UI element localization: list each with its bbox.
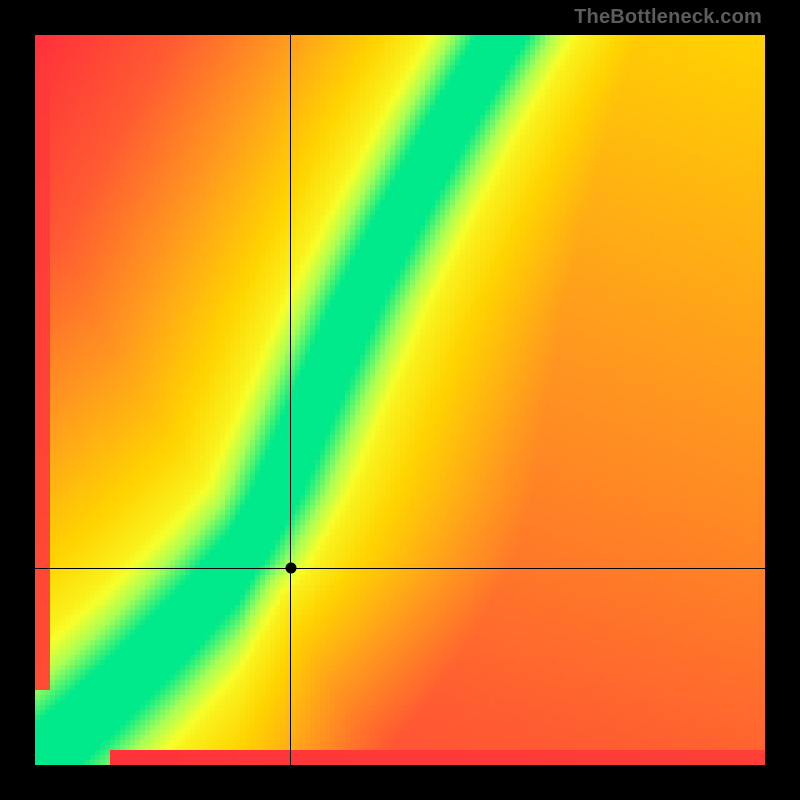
heatmap-canvas <box>35 35 765 765</box>
plot-frame <box>35 35 765 765</box>
data-point-marker <box>285 562 296 573</box>
crosshair-horizontal <box>35 568 765 569</box>
chart-container: TheBottleneck.com <box>0 0 800 800</box>
watermark-text: TheBottleneck.com <box>574 6 762 29</box>
crosshair-vertical <box>290 35 291 765</box>
